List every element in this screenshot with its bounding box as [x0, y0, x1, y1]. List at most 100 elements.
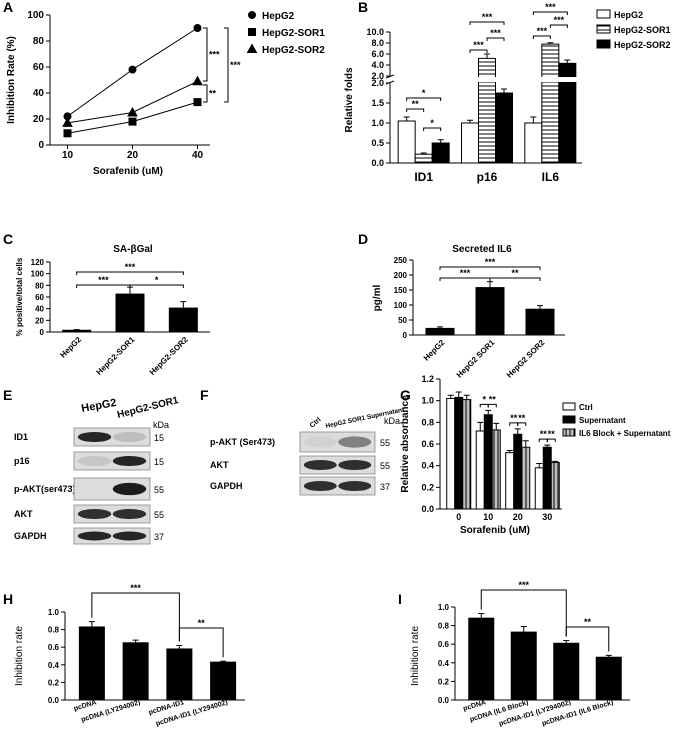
legend-swatch [562, 415, 576, 424]
significance-bracket [509, 422, 519, 426]
significance-bracket [203, 84, 208, 103]
error-bar [127, 286, 133, 295]
y-tick-label: 10.0 [366, 27, 384, 37]
y-tick-label: 0.0 [48, 696, 60, 705]
x-tick-label: ID1 [414, 170, 433, 184]
panel-letter: G [400, 387, 411, 403]
legend-label: HepG2 [614, 10, 643, 20]
significance-bracket [423, 127, 442, 131]
x-tick-label: 10 [62, 150, 74, 161]
point [63, 129, 72, 138]
x-tick-label: HepG2-SOR1 [95, 335, 137, 377]
y-tick-label: 6.0 [371, 49, 384, 59]
error-bar [544, 444, 551, 448]
legend-label: HepG2-SOR1 [262, 28, 325, 39]
y-tick-label: 1.0 [421, 396, 434, 406]
significance-label: ** [548, 429, 556, 439]
legend-swatch [596, 39, 611, 49]
bar [513, 433, 523, 510]
bar [541, 43, 560, 164]
y-tick-label: 20 [33, 114, 45, 125]
y-tick-label: 1.0 [48, 608, 60, 617]
significance-bracket [479, 403, 489, 408]
error-bar [547, 42, 554, 45]
row-label: AKT [210, 460, 229, 470]
bar [542, 446, 552, 510]
error-bar [447, 394, 454, 399]
kda-label: 37 [154, 532, 164, 542]
y-tick-label: 4.0 [371, 60, 384, 70]
significance-label: ** [198, 618, 206, 628]
bar [166, 648, 193, 701]
error-bar [484, 53, 490, 59]
significance-label: ** [412, 99, 420, 109]
y-tick-label: 0.6 [438, 640, 450, 649]
significance-label: ** [510, 413, 518, 423]
significance-bracket [224, 27, 229, 103]
bar [397, 120, 416, 164]
significance-label: *** [209, 50, 220, 60]
y-tick-label: 200 [394, 271, 408, 280]
y-tick-label: 250 [394, 256, 408, 265]
kda-label: 37 [380, 482, 390, 492]
point [192, 75, 203, 86]
lane-label: HepG2 [80, 397, 117, 415]
y-tick-label: 0.4 [421, 461, 434, 471]
significance-label: ** [209, 89, 217, 99]
x-tick-label: 40 [192, 150, 204, 161]
legend-marker [246, 43, 258, 53]
error-bar [537, 305, 543, 310]
blot-band [77, 431, 112, 443]
kda-label: 55 [154, 485, 164, 495]
significance-label: *** [518, 580, 529, 590]
bar [425, 327, 455, 336]
y-axis-label: Inhibition rate [14, 626, 25, 686]
blot-band [338, 436, 372, 448]
significance-label: ** [584, 617, 592, 627]
significance-label: *** [473, 40, 484, 50]
legend-label: HepG2-SOR2 [614, 40, 671, 50]
y-tick-label: 2.0 [371, 71, 384, 81]
error-bar [176, 644, 183, 649]
significance-bracket [489, 277, 541, 281]
significance-label: *** [485, 257, 496, 267]
y-tick-label: 20 [35, 316, 44, 325]
bar [495, 92, 513, 164]
significance-label: *** [482, 12, 493, 22]
x-tick-label: pcDNA [73, 699, 97, 713]
error-bar [467, 119, 473, 123]
x-tick-label: 10 [483, 512, 493, 522]
panel-letter: C [3, 231, 13, 247]
panel-letter: F [200, 387, 209, 403]
error-bar [493, 422, 500, 430]
error-bar [88, 621, 95, 627]
error-bar [463, 394, 470, 400]
significance-bracket [538, 438, 548, 443]
significance-bracket [480, 589, 567, 637]
legend-label: Ctrl [579, 403, 593, 412]
x-axis-label: Sorafenib (uM) [460, 525, 530, 536]
kda-label: 55 [380, 438, 390, 448]
y-tick-label: 0.8 [438, 622, 450, 631]
x-tick-label: HepG2-SOR2 [148, 335, 190, 377]
x-tick-label: 30 [542, 512, 552, 522]
significance-bracket [487, 403, 497, 408]
blot-strip [299, 431, 376, 453]
error-bar [420, 152, 427, 155]
lane-label: Ctrl [309, 416, 323, 429]
significance-label: *** [130, 583, 141, 593]
blot-band [303, 436, 337, 448]
significance-label: * [430, 118, 434, 128]
error-bar [455, 391, 462, 398]
y-tick-label: 40 [35, 305, 44, 314]
bar [122, 642, 149, 701]
bar [505, 452, 515, 510]
y-tick-label: 0.2 [421, 482, 434, 492]
bar [491, 429, 501, 510]
panel-letter: E [3, 387, 12, 403]
y-axis-label: pg/ml [372, 284, 383, 311]
bar [475, 287, 505, 336]
y-axis-label: Inhibition Rate (%) [6, 36, 17, 124]
y-tick-label: 0 [403, 331, 408, 340]
